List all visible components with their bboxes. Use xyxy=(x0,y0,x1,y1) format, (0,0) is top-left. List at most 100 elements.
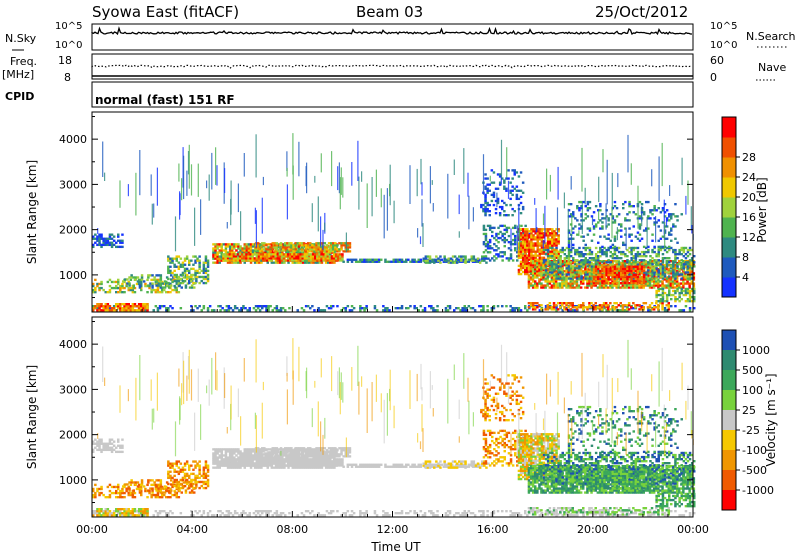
power-cell xyxy=(592,304,595,307)
power-cell xyxy=(551,232,554,235)
power-cell xyxy=(94,233,97,236)
power-cell xyxy=(655,221,658,224)
power-cell xyxy=(172,276,175,279)
power-cell xyxy=(551,267,554,270)
power-cell xyxy=(546,230,550,233)
power-cell xyxy=(661,267,665,270)
power-cell xyxy=(626,219,629,222)
power-cell xyxy=(554,270,558,273)
power-cell xyxy=(655,280,658,283)
power-cell xyxy=(314,259,317,262)
power-cell xyxy=(329,257,332,260)
power-cell xyxy=(540,308,543,311)
power-streak xyxy=(340,167,342,195)
velocity-cell xyxy=(300,512,304,515)
power-cell xyxy=(112,286,116,290)
power-cell xyxy=(588,280,591,283)
velocity-cell xyxy=(254,514,258,517)
power-cell xyxy=(179,265,183,268)
power-cell xyxy=(624,253,627,256)
power-cell xyxy=(188,259,191,262)
power-cell xyxy=(334,244,337,247)
power-cell xyxy=(272,257,275,260)
power-cell xyxy=(146,303,149,306)
power-cell xyxy=(298,242,302,245)
power-cell xyxy=(192,263,195,266)
power-cell xyxy=(448,307,452,310)
power-cell xyxy=(491,247,494,250)
power-cell xyxy=(617,263,621,266)
power-cell xyxy=(551,244,554,247)
power-cell xyxy=(690,270,693,273)
power-cell xyxy=(555,238,558,241)
power-cell xyxy=(235,245,238,248)
power-cell xyxy=(422,257,425,260)
power-cell xyxy=(94,288,97,292)
power-cell xyxy=(218,243,221,246)
power-cell xyxy=(316,259,319,262)
power-cell xyxy=(667,304,670,307)
power-cell xyxy=(240,307,243,310)
power-cell xyxy=(567,264,570,267)
power-cell xyxy=(584,271,587,274)
power-cell xyxy=(179,307,183,310)
power-cell xyxy=(249,245,253,248)
power-cell xyxy=(607,275,610,279)
nave-tick-top: 60 xyxy=(710,54,724,67)
power-cell xyxy=(339,259,342,262)
power-cell xyxy=(528,246,531,249)
power-cell xyxy=(678,286,681,289)
power-streak xyxy=(581,202,583,234)
power-cell xyxy=(607,304,610,307)
power-cell xyxy=(422,259,425,262)
power-cell xyxy=(599,248,602,252)
power-cell xyxy=(594,225,598,228)
velocity-cell xyxy=(229,512,233,515)
power-cell xyxy=(672,225,675,228)
power-cell xyxy=(601,261,604,264)
power-streak xyxy=(581,147,583,192)
power-cell xyxy=(440,258,443,261)
power-cell xyxy=(234,257,238,260)
power-cell xyxy=(206,259,210,262)
power-cell xyxy=(219,305,222,308)
power-cell xyxy=(131,303,135,306)
power-cell xyxy=(636,269,640,273)
power-cell xyxy=(648,268,652,271)
power-cell xyxy=(638,255,642,258)
power-cell xyxy=(517,252,521,255)
power-cell xyxy=(567,306,570,309)
power-cell xyxy=(673,268,677,271)
power-cell xyxy=(234,253,238,256)
power-cell xyxy=(309,242,312,245)
power-cell xyxy=(573,286,577,289)
power-cell xyxy=(511,243,515,246)
power-cell xyxy=(611,243,615,247)
power-cell xyxy=(524,234,527,237)
power-cell xyxy=(257,253,261,256)
power-cell xyxy=(640,250,644,254)
power-cell xyxy=(524,252,527,255)
power-cell xyxy=(498,214,502,217)
power-streak xyxy=(261,197,263,234)
power-cell xyxy=(340,242,343,245)
power-cell xyxy=(119,241,122,244)
power-cell xyxy=(160,280,164,284)
power-cell xyxy=(324,257,327,260)
power-cell xyxy=(546,268,549,271)
power-cell xyxy=(538,250,542,253)
power-cell xyxy=(337,257,340,260)
power-cell xyxy=(388,260,391,263)
power-cell xyxy=(582,272,585,275)
power-cell xyxy=(669,284,673,287)
power-cell xyxy=(686,280,689,283)
power-cell xyxy=(329,253,332,256)
power-cell xyxy=(100,286,103,290)
power-cell xyxy=(601,281,604,285)
power-cell xyxy=(626,265,629,268)
power-cell xyxy=(167,259,170,262)
power-cell xyxy=(521,260,525,263)
power-cell xyxy=(357,260,360,263)
power-cell xyxy=(652,306,656,309)
power-cell xyxy=(511,307,514,310)
